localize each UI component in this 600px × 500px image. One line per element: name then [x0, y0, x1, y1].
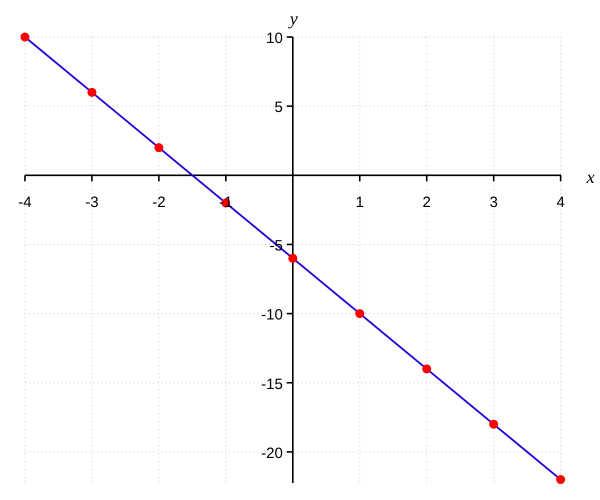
svg-text:10: 10	[266, 30, 283, 47]
svg-text:-2: -2	[152, 194, 165, 211]
svg-text:3: 3	[490, 194, 498, 211]
svg-text:-15: -15	[261, 376, 283, 393]
svg-text:5: 5	[274, 99, 282, 116]
svg-text:1: 1	[356, 194, 364, 211]
svg-text:-20: -20	[261, 445, 283, 462]
svg-text:2: 2	[423, 194, 431, 211]
svg-text:-1: -1	[219, 194, 232, 211]
svg-text:4: 4	[556, 194, 564, 211]
svg-text:-4: -4	[18, 194, 31, 211]
svg-text:-3: -3	[85, 194, 98, 211]
svg-text:-10: -10	[261, 307, 283, 324]
svg-text:y: y	[288, 9, 298, 29]
svg-text:x: x	[586, 167, 595, 187]
svg-text:-5: -5	[269, 237, 282, 254]
